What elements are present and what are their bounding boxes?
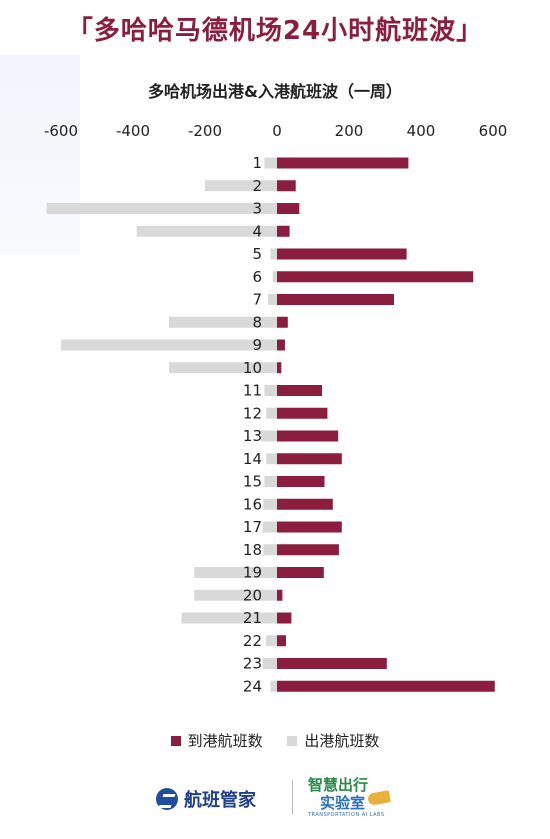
hour-label: 22 — [243, 632, 262, 650]
departure-bar — [169, 362, 277, 374]
arrival-bar — [277, 521, 342, 533]
arrival-bar — [277, 339, 285, 351]
chart-title: 多哈机场出港&入港航班波（一周） — [148, 82, 402, 101]
departure-bar — [194, 589, 277, 601]
arrival-bar — [277, 567, 324, 578]
hour-label: 20 — [243, 586, 262, 604]
arrival-bar — [277, 453, 342, 465]
departure-bar — [266, 453, 277, 465]
arrival-bar — [277, 635, 286, 647]
brand-right-line2: 实验室 — [320, 794, 366, 812]
footer-divider — [292, 780, 293, 814]
arrival-bar — [277, 658, 387, 669]
departure-bar — [262, 658, 277, 669]
arrival-bar — [277, 544, 339, 556]
hour-label: 14 — [243, 450, 262, 468]
hour-label: 8 — [252, 313, 262, 331]
hour-label: 18 — [243, 541, 262, 559]
departure-bar — [264, 385, 277, 396]
hour-label: 13 — [243, 427, 262, 445]
departure-bar — [263, 498, 277, 510]
legend-label-departures: 出港航班数 — [304, 732, 380, 750]
page-title: 「多哈哈马德机场24小时航班波」 — [66, 16, 484, 46]
arrival-bar — [277, 225, 290, 237]
x-tick-label: -200 — [188, 122, 222, 140]
hour-label: 4 — [252, 222, 262, 240]
hour-label: 11 — [243, 382, 262, 400]
footer: 航班管家 智慧出行 实验室 TRANSPORTATION AI LABS — [0, 776, 550, 820]
arrival-bar — [277, 362, 282, 374]
hour-label: 21 — [243, 609, 262, 627]
brand-right-line1: 智慧出行 — [308, 776, 369, 794]
arrival-bar — [277, 271, 474, 283]
legend-item-departures: 出港航班数 — [287, 730, 379, 751]
arrival-bar — [277, 589, 283, 601]
hour-label: 16 — [243, 495, 262, 513]
hour-label: 9 — [252, 336, 262, 354]
brand-ai-labs: 智慧出行 实验室 TRANSPORTATION AI LABS — [308, 776, 398, 820]
arrival-bar — [277, 180, 296, 192]
departure-bar — [270, 248, 277, 260]
departure-bar — [263, 544, 277, 556]
departure-bar — [266, 407, 277, 419]
arrival-bar — [277, 316, 288, 328]
legend-label-arrivals: 到港航班数 — [187, 732, 263, 750]
hour-label: 24 — [243, 677, 262, 695]
arrival-bar — [277, 612, 292, 624]
hour-label: 15 — [243, 473, 262, 491]
departure-bar — [264, 476, 277, 487]
departure-bar — [181, 612, 277, 624]
departure-bar — [260, 430, 277, 442]
legend-swatch-arrivals — [170, 735, 181, 746]
x-tick-label: 200 — [335, 122, 364, 140]
departure-bar — [272, 271, 277, 283]
hour-label: 19 — [243, 564, 262, 582]
arrival-bar — [277, 680, 495, 692]
hour-label: 10 — [243, 359, 262, 377]
x-tick-label: 0 — [272, 122, 282, 140]
departure-bar — [61, 339, 277, 351]
departure-bar — [266, 635, 277, 647]
arrival-bar — [277, 498, 333, 510]
departure-bar — [262, 521, 277, 533]
departure-bar — [194, 567, 277, 578]
arrival-bar — [277, 385, 322, 396]
brand-left-text: 航班管家 — [184, 790, 256, 811]
hour-label: 6 — [252, 268, 262, 286]
background-watermark — [0, 55, 80, 255]
hour-label: 5 — [252, 245, 262, 263]
arrival-bar — [277, 248, 407, 260]
departure-bar — [268, 294, 277, 305]
brand-right-line3: TRANSPORTATION AI LABS — [308, 812, 385, 818]
chart-legend: 到港航班数 出港航班数 — [0, 730, 550, 751]
x-tick-label: -600 — [44, 122, 78, 140]
hour-label: 12 — [243, 404, 262, 422]
hour-label: 7 — [252, 291, 262, 309]
hour-label: 1 — [252, 154, 262, 172]
flight-manager-logo-icon — [156, 788, 178, 810]
x-tick-label: -400 — [116, 122, 150, 140]
arrival-bar — [277, 430, 339, 442]
departure-bar — [205, 180, 277, 192]
x-tick-label: 400 — [407, 122, 436, 140]
departure-bar — [169, 316, 277, 328]
bar-chart: -600 -400 -200 0 200 400 600 12345678910111213… — [44, 122, 508, 695]
x-tick-label: 600 — [479, 122, 508, 140]
departure-bar — [270, 680, 277, 692]
arrival-bar — [277, 294, 394, 305]
legend-swatch-departures — [287, 735, 298, 746]
arrival-bar — [277, 476, 325, 487]
brand-flight-manager: 航班管家 — [156, 786, 256, 812]
arrival-bar — [277, 203, 300, 214]
legend-item-arrivals: 到港航班数 — [170, 730, 263, 751]
arrival-bar — [277, 407, 328, 419]
hour-label: 2 — [252, 177, 262, 195]
hour-label: 3 — [252, 200, 262, 218]
hour-label: 23 — [243, 655, 262, 673]
departure-bar — [136, 225, 277, 237]
departure-bar — [264, 157, 277, 169]
departure-bar — [46, 203, 277, 214]
arrival-bar — [277, 157, 409, 169]
hour-label: 17 — [243, 518, 262, 536]
